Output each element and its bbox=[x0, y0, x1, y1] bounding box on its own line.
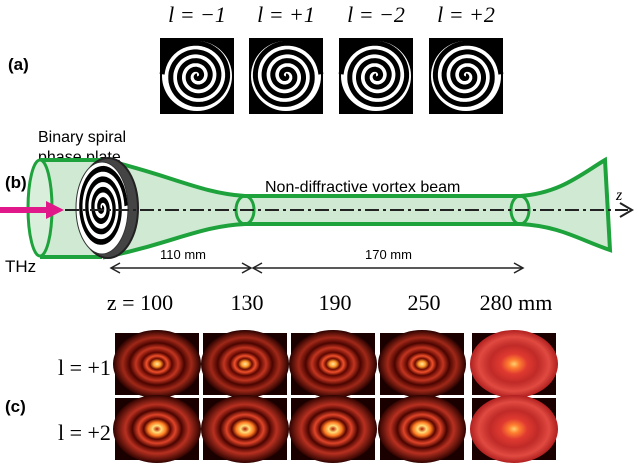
beam-profile bbox=[378, 330, 466, 398]
position-label: 130 bbox=[231, 290, 264, 315]
panel-label: (a) bbox=[8, 55, 29, 74]
beam-profile bbox=[378, 395, 466, 463]
image-grid: l = +1 l = +2 bbox=[58, 330, 558, 463]
position-row: z = 100 130 190 250 280 mm bbox=[107, 290, 552, 315]
distance-label: 110 mm bbox=[160, 247, 206, 262]
plate-label: l = −2 bbox=[347, 2, 405, 27]
beam-profile bbox=[289, 330, 377, 398]
position-label: z = 100 bbox=[107, 290, 173, 315]
plate-row: l = −1 l = +1 l = −2 l = +2 bbox=[160, 2, 503, 114]
panel-label: (c) bbox=[5, 397, 26, 416]
beam bbox=[105, 160, 610, 257]
beam-profile bbox=[113, 395, 201, 463]
beam-profile bbox=[470, 330, 558, 398]
plate-label: l = +1 bbox=[257, 2, 315, 27]
position-label: 280 mm bbox=[480, 290, 553, 315]
row-label: l = +2 bbox=[58, 420, 111, 445]
beam-profile bbox=[289, 395, 377, 463]
beam-profile bbox=[470, 395, 558, 463]
figure: (a) l = −1 l = +1 l = −2 l = +2 Binary spir… bbox=[0, 0, 639, 468]
beam-profile bbox=[201, 330, 289, 398]
plate-label: l = −1 bbox=[168, 2, 226, 27]
beam-label: Non-diffractive vortex beam bbox=[265, 179, 460, 196]
panel-label: (b) bbox=[5, 173, 27, 192]
position-label: 250 bbox=[408, 290, 441, 315]
plate-label: Binary spiral bbox=[38, 129, 126, 146]
distance-label: 170 mm bbox=[365, 247, 412, 262]
page: {"panel_a": {"label": "(a)", "plates": [… bbox=[0, 0, 639, 468]
row-label: l = +1 bbox=[58, 355, 111, 380]
source-label: THz bbox=[5, 257, 36, 276]
beam-profile bbox=[201, 395, 289, 463]
beam-profile bbox=[113, 330, 201, 398]
position-label: 190 bbox=[319, 290, 352, 315]
axis-label: z bbox=[615, 187, 623, 204]
plate-label: l = +2 bbox=[437, 2, 495, 27]
